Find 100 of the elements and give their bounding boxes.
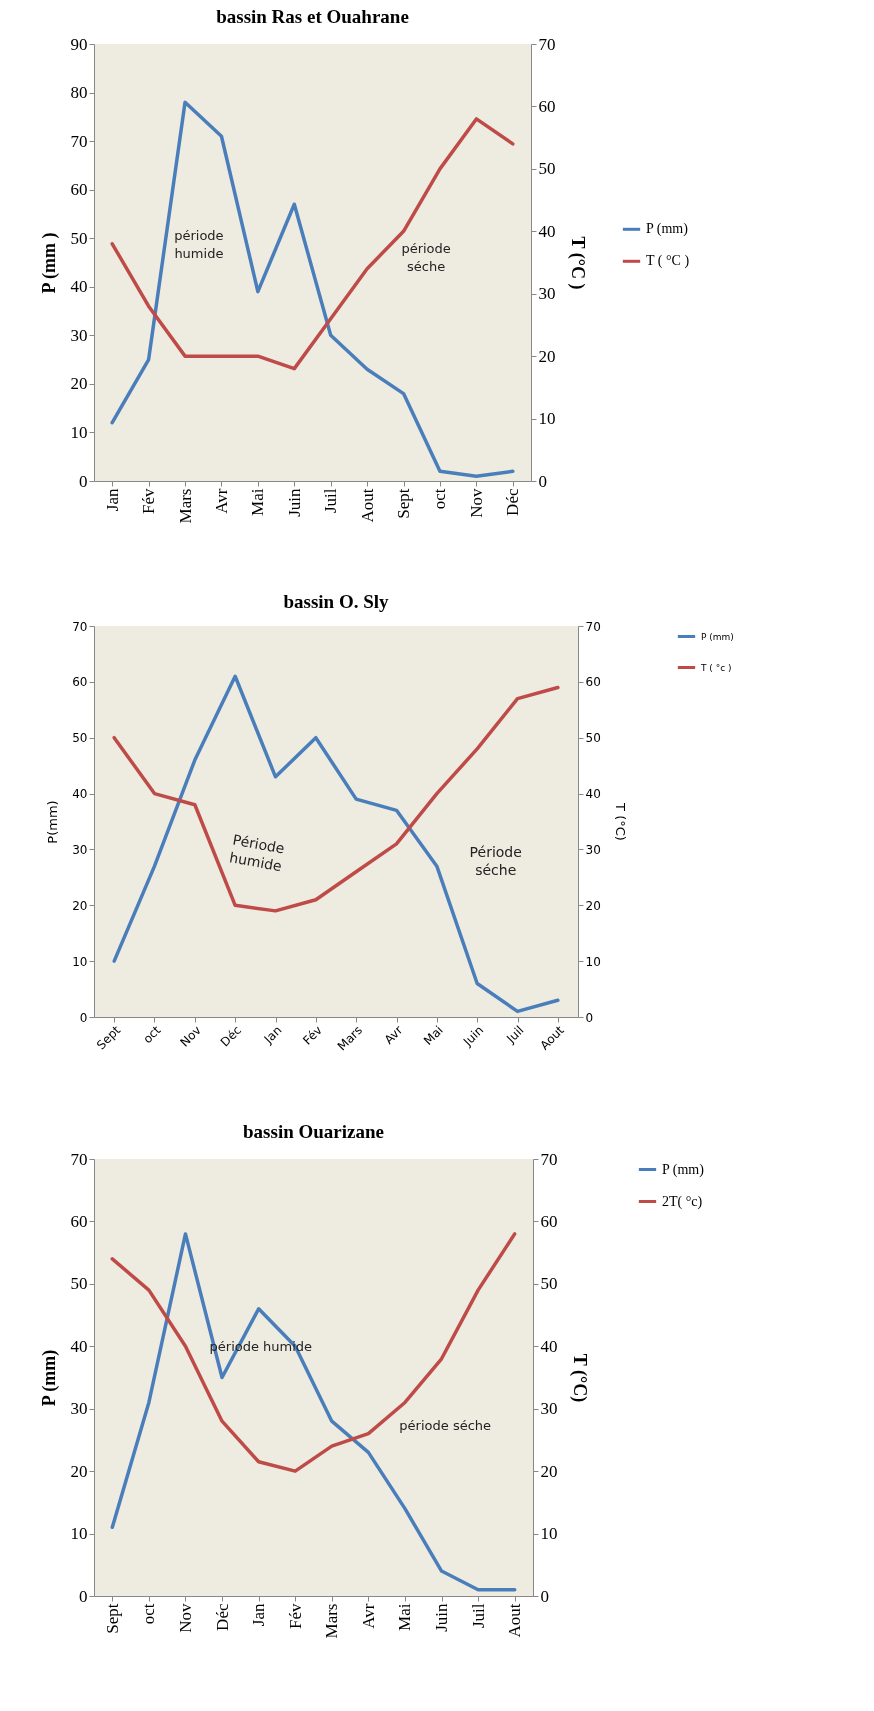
y2-tick-label: 0	[585, 1010, 594, 1025]
x-tick-label: Juil	[468, 1603, 488, 1629]
y2-tick-label: 10	[538, 409, 556, 429]
annotation: Période humide	[228, 831, 286, 875]
y-tick-label: 60	[72, 675, 88, 690]
y2-tick-label: 50	[538, 159, 556, 179]
chart-title: bassin O. Sly	[283, 591, 390, 612]
x-tick-label: Déc	[212, 1603, 232, 1631]
y2-tick-label: 60	[585, 675, 601, 690]
x-tick-label: Jan	[260, 1023, 285, 1047]
annotation: période séche	[401, 241, 451, 275]
y2-tick-label: 70	[540, 1149, 558, 1169]
y2-tick-label: 60	[538, 96, 556, 116]
annotation: période humide	[174, 228, 224, 262]
line-series	[110, 1232, 517, 1592]
x-tick-label: Mars	[175, 488, 195, 524]
x-tick-label: Jan	[249, 1603, 269, 1627]
y-tick-label: 30	[72, 842, 88, 857]
y-tick-label: 40	[70, 1336, 88, 1356]
y2-tick-label: 20	[538, 346, 556, 366]
x-tick-label: Mai	[248, 488, 268, 516]
y2-tick-label: 0	[538, 471, 547, 491]
y2-tick-label: 40	[585, 787, 601, 802]
x-tick-label: Avr	[381, 1023, 406, 1047]
y2-tick-label: 70	[538, 34, 556, 54]
y-tick-label: 0	[79, 1010, 88, 1025]
y-axis-title: P (mm)	[38, 1349, 60, 1407]
y-axis-title: P (mm )	[38, 232, 60, 294]
y-tick-label: 0	[79, 471, 88, 491]
y-tick-label: 30	[70, 325, 88, 345]
y-tick-label: 50	[70, 228, 88, 248]
y-tick-label: 90	[70, 34, 88, 54]
x-tick-label: Déc	[217, 1023, 245, 1050]
line-series	[110, 100, 515, 478]
y-tick-label: 30	[70, 1399, 88, 1419]
x-tick-label: Avr	[211, 488, 231, 514]
y2-tick-label: 20	[540, 1461, 558, 1481]
y2-axis-title: T (°C)	[612, 802, 628, 841]
y-tick-label: 80	[70, 83, 88, 103]
x-tick-label: oct	[430, 488, 450, 510]
y2-tick-label: 40	[538, 221, 556, 241]
y2-tick-label: 30	[540, 1399, 558, 1419]
y2-tick-label: 30	[538, 284, 556, 304]
annotation: Période séche	[469, 843, 522, 878]
x-tick-label: Aout	[505, 1603, 525, 1638]
x-tick-label: Mai	[395, 1603, 415, 1631]
y-tick-label: 60	[70, 1211, 88, 1231]
y2-tick-label: 20	[585, 898, 601, 913]
legend-label: P (mm)	[646, 221, 689, 238]
line-series	[112, 674, 560, 1014]
y2-tick-label: 10	[540, 1524, 558, 1544]
legend-label: P (mm)	[701, 631, 734, 642]
x-tick-label: oct	[139, 1603, 159, 1625]
y-tick-label: 20	[70, 1461, 88, 1481]
annotation: période séche	[399, 1417, 492, 1433]
x-tick-label: Fév	[285, 1603, 305, 1629]
y-tick-label: 70	[72, 619, 88, 634]
line-series	[112, 685, 560, 913]
y-tick-label: 60	[70, 180, 88, 200]
x-tick-label: Avr	[358, 1603, 378, 1629]
y2-tick-label: 30	[585, 842, 601, 857]
y-tick-label: 20	[72, 898, 88, 913]
y-tick-label: 50	[72, 731, 88, 746]
y-tick-label: 10	[72, 954, 88, 969]
line-series	[110, 1232, 517, 1473]
x-tick-label: Juin	[284, 488, 304, 517]
y-tick-label: 70	[70, 131, 88, 151]
x-tick-label: Sept	[394, 488, 414, 519]
y-tick-label: 10	[70, 422, 88, 442]
y-tick-label: 50	[70, 1274, 88, 1294]
line-series	[110, 117, 515, 371]
x-tick-label: oct	[140, 1022, 164, 1047]
x-tick-label: Fév	[300, 1023, 325, 1048]
x-tick-label: Nov	[466, 488, 486, 518]
x-tick-label: Juil	[321, 488, 341, 514]
legend-label: T ( °c )	[700, 662, 732, 673]
chart-title: bassin Ouarizane	[243, 1121, 384, 1142]
x-tick-label: Mai	[421, 1023, 446, 1048]
y-tick-label: 40	[70, 277, 88, 297]
y-axis-title: P(mm)	[45, 800, 61, 844]
y2-axis-title: T (°C)	[568, 1353, 590, 1403]
x-tick-label: Déc	[503, 488, 523, 516]
y2-tick-label: 50	[540, 1274, 558, 1294]
y-tick-label: 70	[70, 1149, 88, 1169]
legend-label: P (mm)	[662, 1161, 705, 1178]
x-tick-label: Jan	[102, 488, 122, 512]
y2-tick-label: 70	[585, 619, 601, 634]
y2-axis-title: T (°C )	[566, 236, 588, 290]
x-tick-label: Sept	[102, 1603, 122, 1634]
y2-tick-label: 60	[540, 1211, 558, 1231]
y2-tick-label: 10	[585, 954, 601, 969]
y-tick-label: 0	[79, 1586, 88, 1606]
y2-tick-label: 40	[540, 1336, 558, 1356]
legend-label: T ( °C )	[646, 253, 690, 270]
x-tick-label: Juin	[432, 1603, 452, 1632]
y-tick-label: 40	[72, 787, 88, 802]
x-tick-label: Nov	[175, 1603, 195, 1633]
x-tick-label: Aout	[357, 488, 377, 523]
legend-label: 2T( °c)	[662, 1193, 703, 1210]
y2-tick-label: 50	[585, 731, 601, 746]
